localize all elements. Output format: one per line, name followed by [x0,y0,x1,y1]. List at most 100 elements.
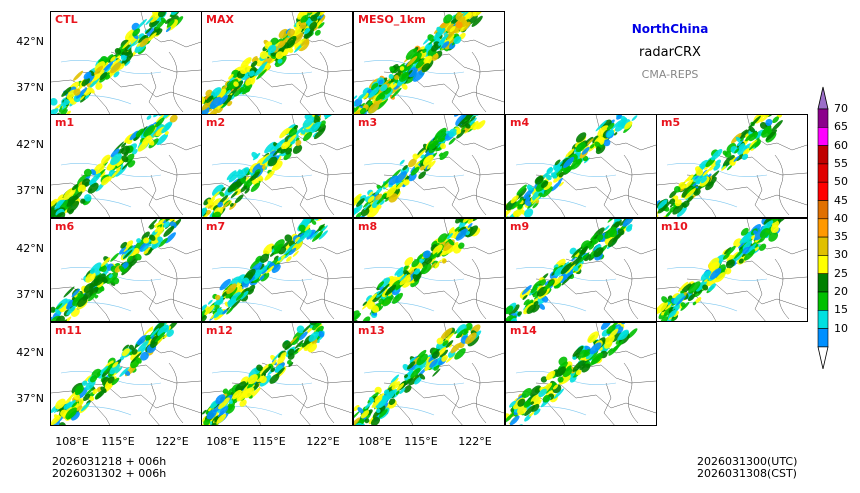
variable-title: radarCRX [639,45,701,60]
map-panel-m5: m5 [656,114,808,218]
colorbar-tick-label: 35 [834,230,848,244]
lon-tick-label: 122°E [458,435,492,448]
colorbar-swatch [817,291,829,311]
panel-label: m11 [55,324,82,337]
map-panel-max: MAX [201,11,353,115]
map-panel-m3: m3 [353,114,505,218]
radar-field [51,219,201,321]
panel-label: m12 [206,324,233,337]
panel-label: m7 [206,220,226,233]
map-panel-m6: m6 [50,218,202,322]
init-time-cst: 2026031302 + 006h [52,467,167,480]
lon-tick-label: 115°E [101,435,135,448]
init-time-utc: 2026031218 + 006h [52,455,167,468]
radar-field [51,323,201,425]
panel-label: m6 [55,220,75,233]
model-title: CMA-REPS [641,68,699,81]
colorbar-tick-label: 70 [834,102,848,115]
panel-label: m1 [55,116,75,129]
radar-field [506,219,656,321]
colorbar-tick-label: 10 [834,321,848,335]
colorbar-swatch [817,181,829,201]
colorbar-swatch [817,127,829,146]
lat-tick-label: 42°N [16,242,44,255]
colorbar-tick-label: 20 [834,285,848,298]
colorbar-tick-label: 55 [834,156,848,170]
map-panel-m14: m14 [505,322,657,426]
lon-tick-label: 108°E [206,435,240,448]
lat-tick-label: 42°N [16,35,44,48]
panel-label: MESO_1km [358,13,426,26]
colorbar-swatch [817,145,829,165]
colorbar-swatch [817,236,829,256]
map-panel-m9: m9 [505,218,657,322]
lon-tick-label: 115°E [404,435,438,448]
colorbar-swatch [817,163,829,183]
colorbar-swatch [817,218,829,238]
panel-label: m5 [661,116,681,129]
radar-field [202,115,352,217]
colorbar-swatch [817,255,829,274]
panel-label: m10 [661,220,688,233]
colorbar-tick-label: 25 [834,266,848,280]
radar-field [51,12,201,114]
radar-field [354,115,504,217]
map-panel-m10: m10 [656,218,808,322]
radar-field [202,323,352,425]
map-panel-m2: m2 [201,114,353,218]
colorbar-swatch [817,273,829,293]
radar-field [354,219,504,321]
panel-label: MAX [206,13,234,26]
map-panel-m12: m12 [201,322,353,426]
lon-tick-label: 122°E [306,435,340,448]
panel-label: m14 [510,324,537,337]
lon-tick-label: 115°E [252,435,286,448]
init-time-block: 2026031218 + 006h 2026031302 + 006h [52,456,166,480]
panel-label: m13 [358,324,385,337]
colorbar-min-arrow [817,346,829,369]
colorbar-tick-label: 40 [834,211,848,225]
colorbar-tick-label: 45 [834,193,848,207]
panel-label: m3 [358,116,378,129]
lon-tick-label: 108°E [358,435,392,448]
lon-tick-label: 108°E [55,435,89,448]
colorbar-swatch [817,108,829,128]
panel-label: m2 [206,116,226,129]
lat-tick-label: 42°N [16,138,44,151]
region-title: NorthChina [631,22,709,36]
lat-tick-label: 37°N [16,184,44,197]
map-panel-m7: m7 [201,218,353,322]
radar-field [51,115,201,217]
colorbar-tick-label: 65 [834,120,848,134]
colorbar-swatch [817,328,829,348]
map-panel-m8: m8 [353,218,505,322]
lon-tick-label: 122°E [155,435,189,448]
radar-field [506,323,656,425]
valid-time-block: 2026031300(UTC) 2026031308(CST) [697,456,797,480]
map-panel-meso-1km: MESO_1km [353,11,505,115]
lat-tick-label: 37°N [16,288,44,301]
radar-field [354,323,504,425]
map-panel-ctl: CTL [50,11,202,115]
valid-time-cst: 2026031308(CST) [697,467,797,480]
radar-field [354,12,504,114]
panel-label: CTL [55,13,78,26]
radar-field [506,115,656,217]
map-panel-m4: m4 [505,114,657,218]
lat-tick-label: 42°N [16,346,44,359]
valid-time-utc: 2026031300(UTC) [697,455,798,468]
colorbar-swatch [817,309,829,329]
map-panel-m1: m1 [50,114,202,218]
lat-tick-label: 37°N [16,392,44,405]
panel-label: m8 [358,220,378,233]
colorbar-tick-label: 15 [834,303,848,317]
radar-field [202,12,352,114]
colorbar-swatch [817,200,829,220]
radar-field [657,219,807,321]
map-panel-m11: m11 [50,322,202,426]
radar-field [657,115,807,217]
colorbar-tick-label: 60 [834,138,848,152]
radar-field [202,219,352,321]
colorbar-tick-label: 50 [834,175,848,189]
